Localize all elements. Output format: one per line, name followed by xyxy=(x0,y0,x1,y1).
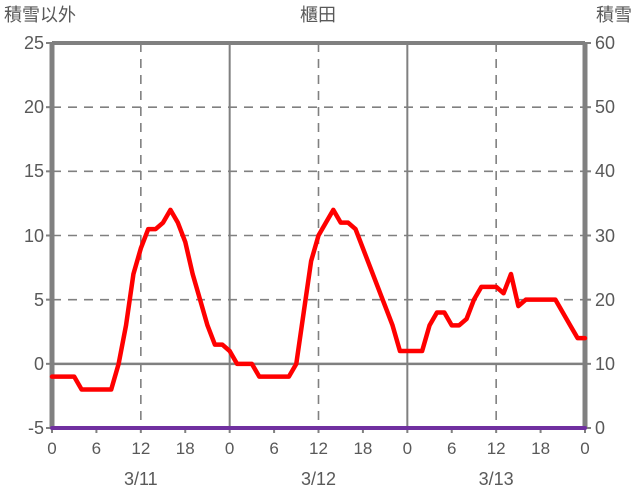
x-tick-label: 0 xyxy=(224,439,235,458)
chart-title: 櫃田 xyxy=(300,5,336,25)
left-tick-label: 15 xyxy=(23,161,44,182)
x-date-label: 3/12 xyxy=(300,469,337,489)
left-axis-title: 積雪以外 xyxy=(4,5,76,25)
right-tick-label: 40 xyxy=(595,161,616,182)
x-tick-label: 0 xyxy=(402,439,413,458)
x-tick-label: 0 xyxy=(580,439,590,458)
x-tick-label: 0 xyxy=(47,439,57,458)
left-tick-label: 5 xyxy=(33,289,44,310)
x-tick-label: 12 xyxy=(309,439,328,458)
left-tick-label: 20 xyxy=(23,97,44,118)
x-tick-label: 12 xyxy=(131,439,151,458)
right-tick-label: 0 xyxy=(595,418,606,438)
data-series xyxy=(49,207,588,430)
right-tick-label: 60 xyxy=(595,33,616,53)
x-tick-label: 6 xyxy=(447,439,457,458)
left-tick-label: 0 xyxy=(33,353,44,374)
x-date-label: 3/13 xyxy=(478,469,514,489)
right-tick-label: 10 xyxy=(595,353,616,374)
x-tick-label: 18 xyxy=(175,439,195,458)
left-tick-label: -5 xyxy=(27,418,44,438)
right-axis-title: 積雪 xyxy=(596,5,632,25)
left-tick-label: 25 xyxy=(23,33,44,53)
right-tick-label: 50 xyxy=(595,97,616,118)
x-tick-label: 18 xyxy=(353,439,373,458)
x-tick-label: 18 xyxy=(531,439,551,458)
right-tick-label: 30 xyxy=(595,225,616,246)
left-tick-label: 10 xyxy=(23,225,44,246)
x-tick-label: 12 xyxy=(486,439,506,458)
x-date-label: 3/11 xyxy=(123,469,158,489)
x-tick-label: 6 xyxy=(269,439,279,458)
right-tick-label: 20 xyxy=(595,289,616,310)
x-tick-label: 6 xyxy=(91,439,102,458)
